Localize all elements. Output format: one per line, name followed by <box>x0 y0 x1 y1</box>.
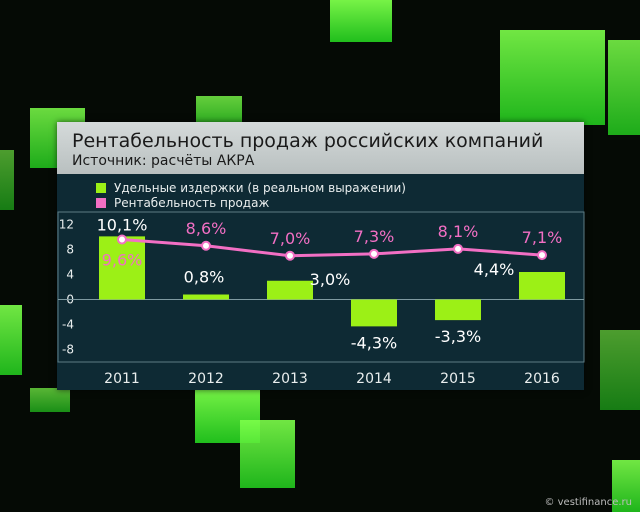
legend-item-costs: Удельные издержки (в реальном выражении) <box>96 181 406 195</box>
bar-2014 <box>351 299 397 327</box>
bar-2015 <box>435 299 481 321</box>
bg-cube <box>240 420 295 488</box>
line-point-2014 <box>369 248 379 259</box>
line-value-label: 7,1% <box>522 228 563 247</box>
bg-cube <box>0 150 14 210</box>
bar-value-label: 0,8% <box>184 268 225 287</box>
watermark: © vestifinance.ru <box>544 497 632 508</box>
line-value-label: 9,6% <box>102 251 143 270</box>
y-tick-label: -8 <box>62 343 74 357</box>
line-point-2013 <box>285 250 295 261</box>
legend-swatch-costs <box>96 183 106 193</box>
x-tick-label: 2014 <box>356 371 392 387</box>
bar-2013 <box>267 280 313 300</box>
bg-cube <box>0 305 22 375</box>
bg-cube <box>608 40 640 135</box>
plot-frame <box>57 211 585 363</box>
x-tick-label: 2016 <box>524 371 560 387</box>
line-value-label: 7,3% <box>354 227 395 246</box>
bg-cube <box>330 0 392 42</box>
bar-value-label: 10,1% <box>97 215 148 234</box>
bg-cube <box>612 460 640 512</box>
chart-title: Рентабельность продаж российских компани… <box>72 130 544 152</box>
y-tick-label: -4 <box>62 318 74 332</box>
bg-cube <box>500 30 605 125</box>
y-tick-label: 12 <box>59 218 74 232</box>
x-tick-label: 2015 <box>440 371 476 387</box>
bar-value-label: 4,4% <box>474 260 515 279</box>
y-tick-label: 4 <box>66 268 74 282</box>
line-point-2012 <box>201 240 211 251</box>
chart-subtitle: Источник: расчёты АКРА <box>72 153 255 169</box>
bar-value-label: -4,3% <box>351 333 397 352</box>
line-value-label: 7,0% <box>270 229 311 248</box>
line-value-label: 8,6% <box>186 219 227 238</box>
x-tick-label: 2012 <box>188 371 224 387</box>
bar-2011 <box>99 236 145 300</box>
line-point-2016 <box>537 250 547 261</box>
bg-cube <box>600 330 640 410</box>
legend-label-margin: Рентабельность продаж <box>114 196 270 210</box>
line-point-2011 <box>117 234 127 245</box>
x-tick-label: 2013 <box>272 371 308 387</box>
bar-2012 <box>183 294 229 300</box>
legend-label-costs: Удельные издержки (в реальном выражении) <box>114 181 406 195</box>
chart-title-bar <box>57 122 584 174</box>
line-series-margin <box>121 238 543 258</box>
bar-2016 <box>519 272 565 300</box>
line-point-2015 <box>453 243 463 254</box>
bar-value-label: -3,3% <box>435 327 481 346</box>
y-tick-label: 8 <box>66 243 74 257</box>
bar-value-label: 3,0% <box>310 270 351 289</box>
legend-item-margin: Рентабельность продаж <box>96 196 269 210</box>
legend-swatch-margin <box>96 198 106 208</box>
x-tick-label: 2011 <box>104 371 140 387</box>
bg-cube <box>30 388 70 412</box>
line-value-label: 8,1% <box>438 222 479 241</box>
